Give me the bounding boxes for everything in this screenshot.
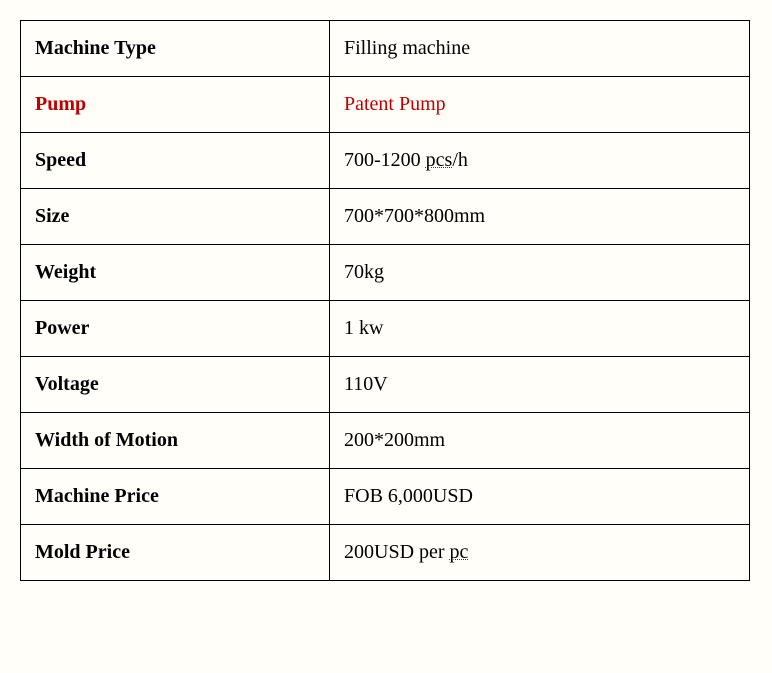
row-value: Patent Pump xyxy=(330,77,750,133)
table-row: Mold Price 200USD per pc xyxy=(21,525,750,581)
row-label: Machine Price xyxy=(21,469,330,525)
row-value: 110V xyxy=(330,357,750,413)
table-row: Speed 700-1200 pcs/h xyxy=(21,133,750,189)
table-row: Machine Type Filling machine xyxy=(21,21,750,77)
spec-table-body: Machine Type Filling machine Pump Patent… xyxy=(21,21,750,581)
row-value: 70kg xyxy=(330,245,750,301)
row-label: Machine Type xyxy=(21,21,330,77)
value-part: 200USD per xyxy=(344,541,450,563)
row-value: 700*700*800mm xyxy=(330,189,750,245)
table-row: Machine Price FOB 6,000USD xyxy=(21,469,750,525)
row-value: 700-1200 pcs/h xyxy=(330,133,750,189)
row-value: Filling machine xyxy=(330,21,750,77)
row-label: Mold Price xyxy=(21,525,330,581)
row-label: Power xyxy=(21,301,330,357)
row-label: Speed xyxy=(21,133,330,189)
row-value: 1 kw xyxy=(330,301,750,357)
spec-table: Machine Type Filling machine Pump Patent… xyxy=(20,20,750,581)
table-row: Width of Motion 200*200mm xyxy=(21,413,750,469)
row-label: Pump xyxy=(21,77,330,133)
table-row: Size 700*700*800mm xyxy=(21,189,750,245)
row-label: Size xyxy=(21,189,330,245)
row-label: Width of Motion xyxy=(21,413,330,469)
table-row: Pump Patent Pump xyxy=(21,77,750,133)
row-value: FOB 6,000USD xyxy=(330,469,750,525)
row-value: 200*200mm xyxy=(330,413,750,469)
row-value: 200USD per pc xyxy=(330,525,750,581)
table-row: Power 1 kw xyxy=(21,301,750,357)
value-part-underlined: pcs xyxy=(426,149,453,171)
table-row: Weight 70kg xyxy=(21,245,750,301)
value-part: /h xyxy=(452,149,468,171)
row-label: Weight xyxy=(21,245,330,301)
value-part-underlined: pc xyxy=(450,541,469,563)
table-row: Voltage 110V xyxy=(21,357,750,413)
row-label: Voltage xyxy=(21,357,330,413)
value-part: 700-1200 xyxy=(344,149,426,171)
